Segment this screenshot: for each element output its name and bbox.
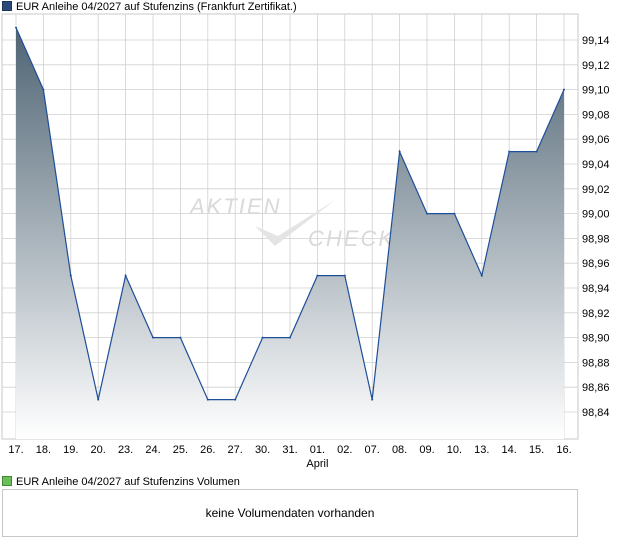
- y-tick-label: 99,10: [582, 85, 610, 97]
- x-tick-label: 09.: [419, 444, 434, 456]
- data-point: [480, 274, 483, 277]
- y-tick-label: 99,08: [582, 109, 610, 121]
- y-tick-label: 98,90: [582, 333, 610, 345]
- volume-legend: EUR Anleihe 04/2027 auf Stufenzins Volum…: [2, 476, 240, 488]
- x-tick-label: 15.: [529, 444, 544, 456]
- data-point: [316, 274, 319, 277]
- price-legend-label: EUR Anleihe 04/2027 auf Stufenzins (Fran…: [16, 1, 297, 13]
- x-tick-label: 27.: [228, 444, 243, 456]
- watermark-word-check: CHECK: [308, 226, 395, 251]
- x-tick-label: 07.: [365, 444, 380, 456]
- x-tick-label: 17.: [8, 444, 23, 456]
- data-point: [426, 212, 428, 215]
- x-tick-label: 14.: [502, 444, 517, 456]
- data-points: [15, 26, 565, 401]
- x-tick-label: 23.: [118, 444, 133, 456]
- y-tick-label: 99,00: [582, 209, 610, 221]
- data-point: [535, 150, 538, 153]
- data-point: [152, 336, 154, 339]
- x-month-label: April: [306, 458, 328, 470]
- y-tick-label: 99,02: [582, 184, 610, 196]
- x-tick-label: 24.: [145, 444, 160, 456]
- y-tick-label: 98,92: [582, 308, 610, 320]
- y-tick-label: 98,88: [582, 357, 610, 369]
- data-point: [69, 274, 72, 277]
- volume-empty-message: keine Volumendaten vorhanden: [205, 506, 375, 520]
- x-tick-label: 25.: [173, 444, 188, 456]
- data-point: [343, 274, 346, 277]
- y-tick-label: 99,12: [582, 60, 610, 72]
- x-tick-label: 16.: [556, 444, 571, 456]
- x-tick-label: 20.: [91, 444, 106, 456]
- data-point: [124, 274, 127, 277]
- data-point: [371, 398, 374, 401]
- y-tick-label: 99,06: [582, 134, 610, 146]
- data-point: [42, 88, 45, 91]
- x-tick-label: 19.: [63, 444, 78, 456]
- data-point: [563, 88, 565, 91]
- volume-legend-swatch: [2, 476, 12, 486]
- x-tick-label: 30.: [255, 444, 270, 456]
- y-tick-label: 98,94: [582, 283, 610, 295]
- x-tick-label: 31.: [282, 444, 297, 456]
- y-tick-label: 98,86: [582, 382, 610, 394]
- volume-legend-label: EUR Anleihe 04/2027 auf Stufenzins Volum…: [16, 476, 240, 488]
- data-point: [508, 150, 511, 153]
- volume-panel: keine Volumendaten vorhanden: [2, 489, 578, 537]
- y-tick-label: 99,14: [582, 35, 610, 47]
- data-point: [453, 212, 456, 215]
- data-point: [261, 336, 264, 339]
- x-tick-label: 26.: [200, 444, 215, 456]
- price-area-fill: [16, 27, 564, 439]
- data-point: [179, 336, 182, 339]
- data-point: [15, 26, 17, 29]
- watermark-word-aktien: AKTIEN: [188, 194, 281, 219]
- x-tick-label: 18.: [36, 444, 51, 456]
- price-legend-swatch: [2, 1, 12, 11]
- x-tick-label: 13.: [474, 444, 489, 456]
- y-tick-label: 99,04: [582, 159, 610, 171]
- data-point: [234, 398, 237, 401]
- y-axis: 98,84 98,86 98,88 98,90 98,92 98,94 98,96 98,98…: [582, 35, 610, 419]
- x-tick-label: 08.: [392, 444, 407, 456]
- y-tick-label: 98,98: [582, 233, 610, 245]
- data-point: [97, 398, 100, 401]
- x-tick-label: 02.: [337, 444, 352, 456]
- data-point: [206, 398, 209, 401]
- price-chart: AKTIEN CHECK 98,8498,8698,8898,9098,9298…: [1, 13, 610, 470]
- price-legend: EUR Anleihe 04/2027 auf Stufenzins (Fran…: [2, 1, 297, 13]
- watermark-logo: AKTIEN CHECK: [188, 194, 395, 251]
- data-point: [398, 150, 401, 153]
- y-tick-label: 98,96: [582, 258, 610, 270]
- data-point: [289, 336, 291, 339]
- x-tick-label: 01.: [310, 444, 325, 456]
- x-tick-label: 10.: [447, 444, 462, 456]
- x-axis: 17. 18. 19. 20. 23. 24. 25. 26. 27. 30. 31. 01. 02. 0…: [8, 444, 571, 470]
- y-tick-label: 98,84: [582, 407, 610, 419]
